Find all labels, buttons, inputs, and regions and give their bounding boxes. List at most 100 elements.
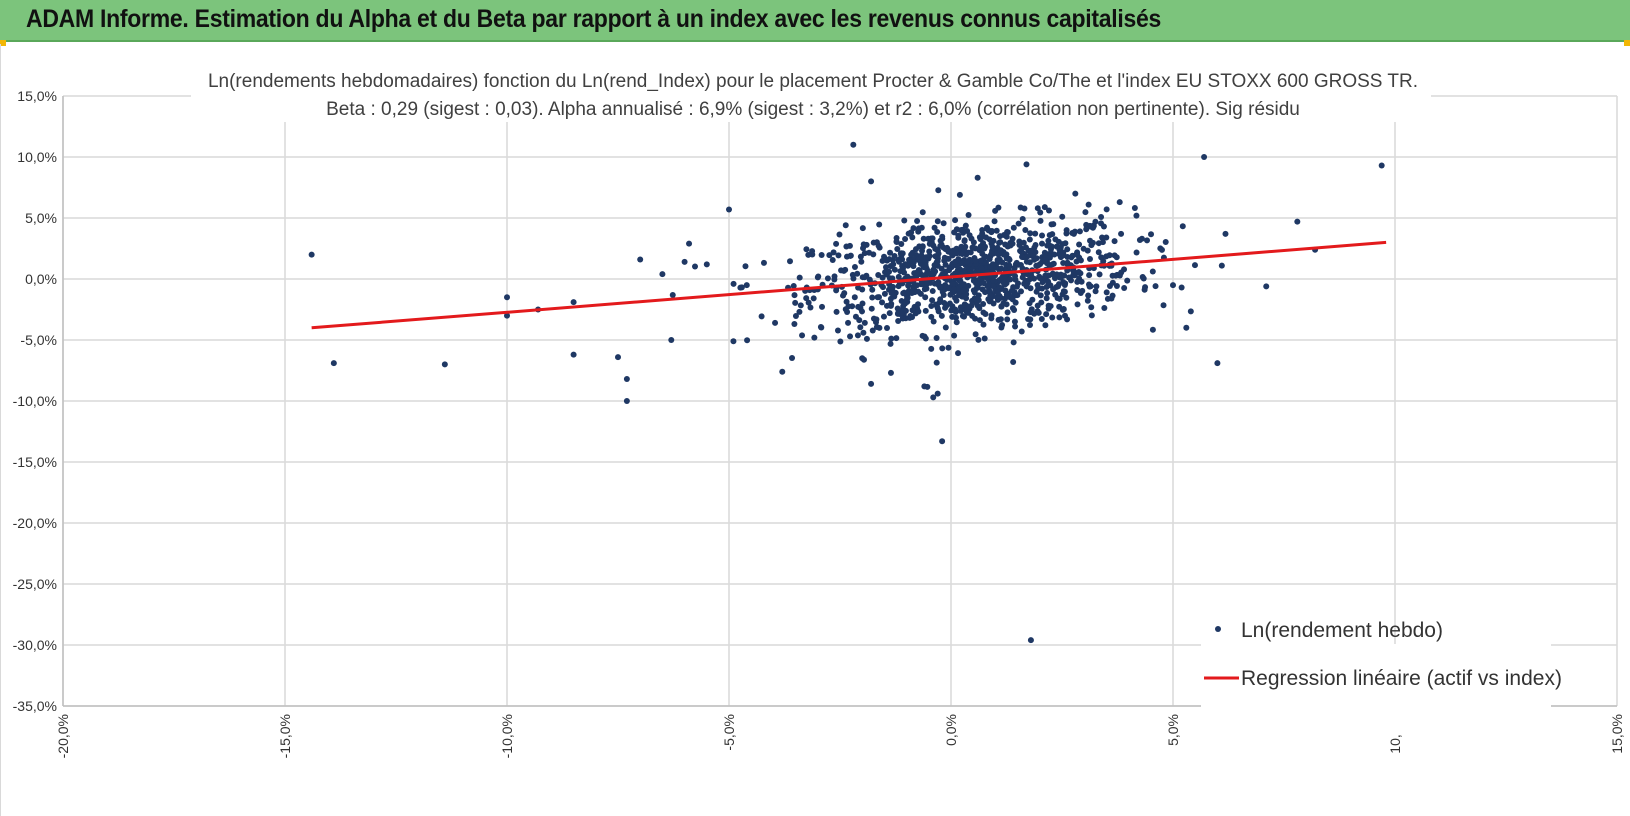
data-point xyxy=(1028,306,1035,313)
data-point xyxy=(895,317,902,324)
data-point xyxy=(799,332,806,339)
data-point xyxy=(858,258,865,265)
data-point xyxy=(997,239,1004,246)
data-point xyxy=(805,299,812,306)
data-point xyxy=(890,261,897,268)
data-point xyxy=(979,286,986,293)
data-point xyxy=(1152,283,1159,290)
data-point xyxy=(1038,315,1045,322)
data-point xyxy=(994,289,1001,296)
data-point xyxy=(1055,283,1062,290)
data-point xyxy=(907,313,914,320)
data-point xyxy=(1027,316,1034,323)
data-point xyxy=(870,239,877,246)
data-point xyxy=(809,251,816,258)
data-point xyxy=(972,315,979,322)
data-point xyxy=(901,217,908,224)
data-point xyxy=(1096,271,1103,278)
data-point xyxy=(904,262,911,269)
data-point xyxy=(977,236,984,243)
data-point xyxy=(875,242,882,249)
data-point xyxy=(857,253,864,260)
data-point xyxy=(1031,244,1038,251)
data-point xyxy=(893,335,900,342)
data-point xyxy=(703,261,710,268)
data-point xyxy=(942,324,949,331)
data-point xyxy=(905,230,912,237)
data-point xyxy=(994,256,1001,263)
y-tick-label: -20,0% xyxy=(13,515,57,531)
data-point xyxy=(906,256,913,263)
data-point xyxy=(504,312,510,319)
data-point xyxy=(860,329,867,336)
data-point xyxy=(933,334,940,341)
data-point xyxy=(1076,228,1083,235)
x-tick-label: -20,0% xyxy=(55,714,71,758)
data-point xyxy=(939,438,946,445)
data-point xyxy=(997,316,1004,323)
data-point xyxy=(1088,242,1095,249)
data-point xyxy=(873,323,880,330)
data-point xyxy=(1092,218,1099,225)
data-point xyxy=(1037,217,1044,224)
data-point xyxy=(1010,339,1017,346)
data-point xyxy=(744,337,751,344)
data-point xyxy=(967,249,974,256)
data-point xyxy=(965,212,972,219)
report-title: ADAM Informe. Estimation du Alpha et du … xyxy=(26,5,1162,33)
data-point xyxy=(891,266,898,273)
data-point xyxy=(891,253,898,260)
data-point xyxy=(894,245,901,252)
data-point xyxy=(875,294,882,301)
data-point xyxy=(934,218,941,225)
data-point xyxy=(796,308,803,315)
data-point xyxy=(980,309,987,316)
legend-background xyxy=(1201,644,1551,734)
data-point xyxy=(1089,224,1096,231)
data-point xyxy=(990,277,997,284)
data-point xyxy=(1014,292,1021,299)
data-point xyxy=(1032,230,1039,237)
data-point xyxy=(1050,221,1057,228)
data-point xyxy=(1178,284,1185,291)
data-point xyxy=(888,335,895,342)
data-point xyxy=(886,310,893,317)
data-point xyxy=(1103,234,1110,241)
data-point xyxy=(887,369,894,376)
data-point xyxy=(921,383,928,390)
x-tick-label: -10,0% xyxy=(499,714,515,758)
data-point xyxy=(850,141,857,148)
data-point xyxy=(1027,637,1034,644)
data-point xyxy=(1001,231,1008,238)
data-point xyxy=(935,279,942,286)
data-point xyxy=(1074,301,1081,308)
data-point xyxy=(1099,239,1106,246)
data-point xyxy=(1092,288,1099,295)
data-point xyxy=(1076,241,1083,248)
data-point xyxy=(983,234,990,241)
y-tick-label: -15,0% xyxy=(13,454,57,470)
data-point xyxy=(1009,235,1016,242)
data-point xyxy=(637,256,644,263)
regression-layer xyxy=(311,240,1387,330)
data-point xyxy=(1187,308,1194,315)
data-point xyxy=(1009,296,1016,303)
data-point xyxy=(960,281,967,288)
data-point xyxy=(934,258,941,265)
data-point xyxy=(866,276,873,283)
chart-legend: Ln(rendement hebdo) Regression linéaire … xyxy=(1201,619,1562,734)
data-point xyxy=(887,285,894,292)
y-tick-label: -35,0% xyxy=(13,698,57,714)
data-point xyxy=(1041,204,1048,211)
data-point xyxy=(844,253,851,260)
data-point xyxy=(791,292,798,299)
data-point xyxy=(849,303,856,310)
data-point xyxy=(843,243,850,250)
data-point xyxy=(1082,209,1089,216)
data-point xyxy=(681,258,688,265)
data-point xyxy=(1011,265,1018,272)
data-point xyxy=(742,263,749,270)
data-point xyxy=(1051,251,1058,258)
data-point xyxy=(953,319,960,326)
y-tick-label: 0,0% xyxy=(25,271,57,287)
